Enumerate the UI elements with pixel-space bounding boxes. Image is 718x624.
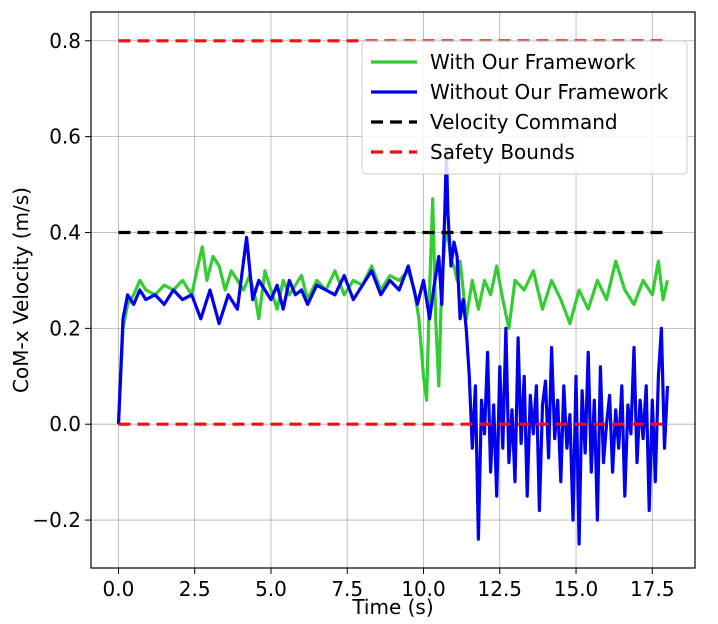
x-tick-label: 0.0 bbox=[103, 577, 135, 601]
legend-box bbox=[361, 40, 688, 175]
ticks: 0.0 2.5 5.0 7.5 10.0 12.5 15.0 17.5 −0.2 0.0 0.2 0.… bbox=[32, 29, 674, 601]
x-axis-label: Time (s) bbox=[351, 595, 433, 619]
y-tick-label: 0.6 bbox=[49, 125, 81, 149]
legend: With Our Framework Without Our Framework V… bbox=[361, 40, 688, 175]
x-tick-label: 10.0 bbox=[401, 577, 446, 601]
series-without-our-framework-line bbox=[116, 149, 670, 546]
y-tick-label: 0.4 bbox=[49, 220, 81, 244]
legend-label-velocity-command: Velocity Command bbox=[430, 110, 618, 134]
y-tick-label: 0.2 bbox=[49, 316, 81, 340]
x-tick-label: 17.5 bbox=[630, 577, 675, 601]
x-tick-label: 5.0 bbox=[255, 577, 287, 601]
x-tick-label: 12.5 bbox=[478, 577, 523, 601]
legend-label-without-our-framework: Without Our Framework bbox=[430, 80, 669, 104]
x-tick-label: 2.5 bbox=[179, 577, 211, 601]
y-axis-label: CoM-x Velocity (m/s) bbox=[9, 187, 33, 393]
x-tick-label: 7.5 bbox=[331, 577, 363, 601]
y-tick-label: 0.8 bbox=[49, 29, 81, 53]
legend-label-safety-bounds: Safety Bounds bbox=[430, 140, 575, 164]
y-tick-label: 0.0 bbox=[49, 412, 81, 436]
plot-frame bbox=[90, 11, 696, 569]
y-tick-label: −0.2 bbox=[32, 508, 81, 532]
legend-label-with-our-framework: With Our Framework bbox=[430, 50, 636, 74]
x-tick-label: 15.0 bbox=[554, 577, 599, 601]
